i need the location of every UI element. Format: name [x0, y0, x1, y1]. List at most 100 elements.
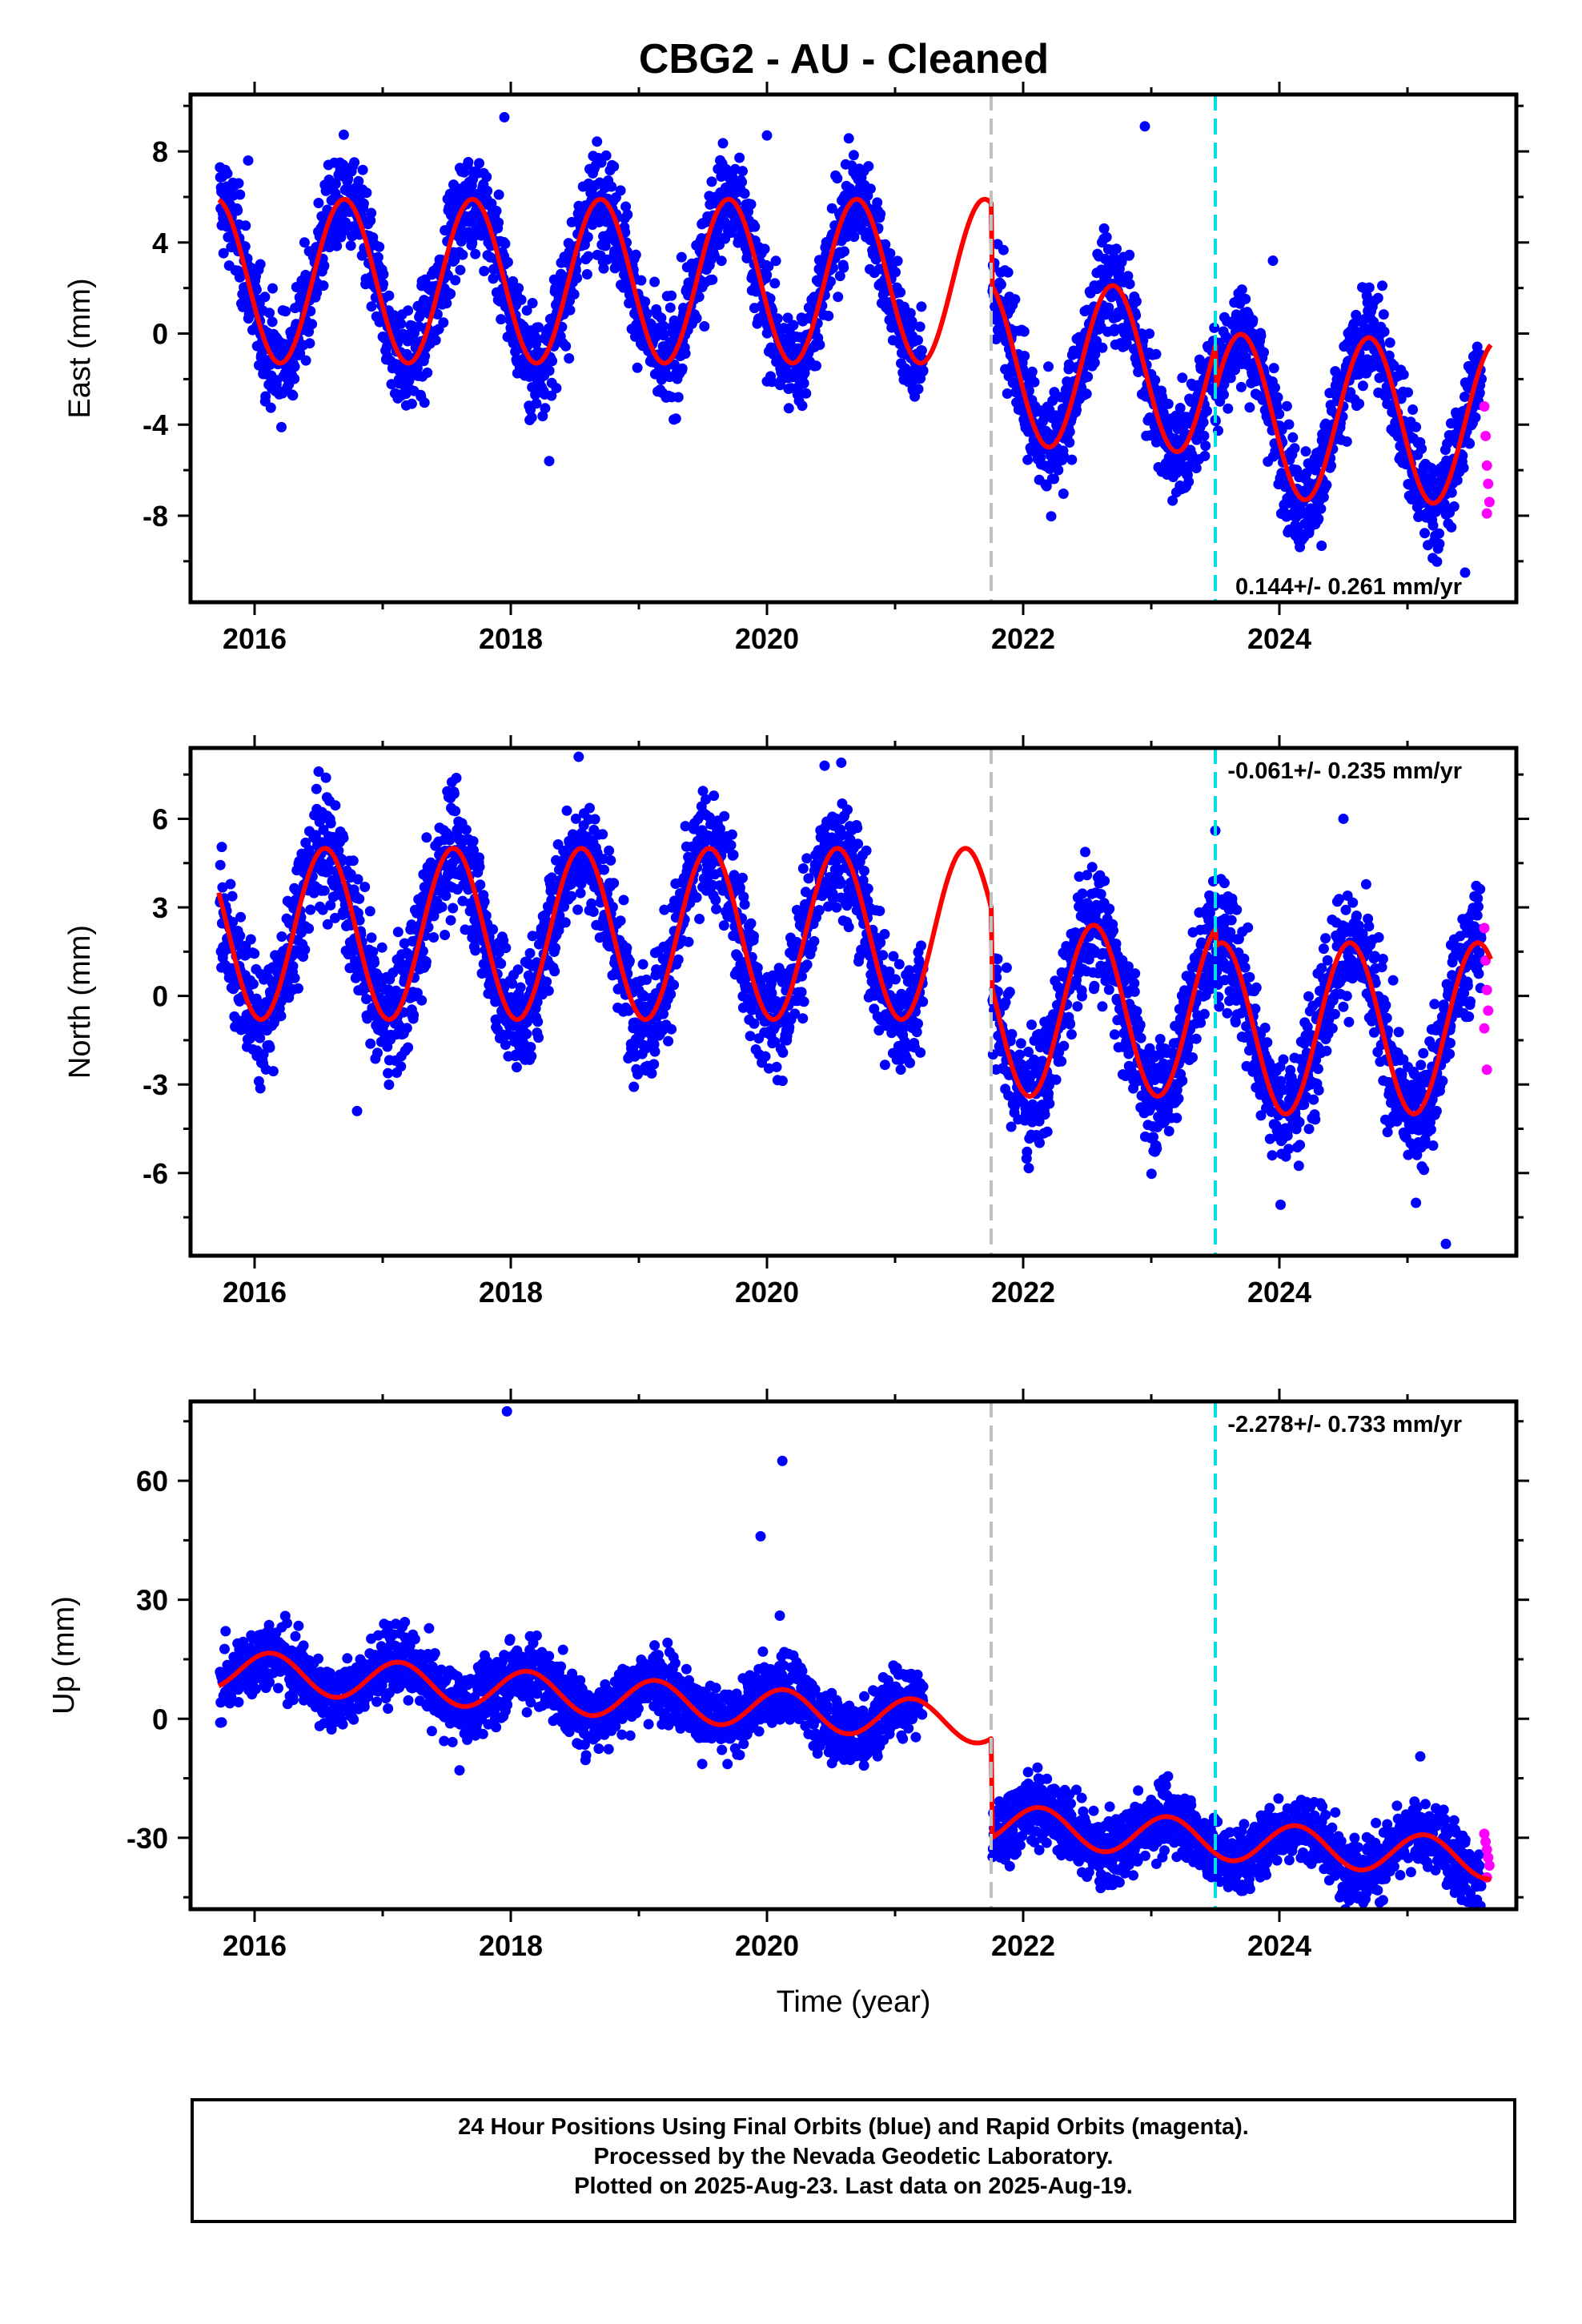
rapid-orbit-point	[1481, 460, 1492, 471]
final-orbit-point	[235, 911, 247, 923]
final-orbit-point	[550, 943, 561, 954]
final-orbit-point	[531, 338, 541, 349]
final-orbit-point	[1474, 388, 1485, 399]
final-orbit-point	[420, 351, 431, 362]
final-orbit-point	[1267, 255, 1279, 267]
y-tick-label: 0	[152, 318, 168, 351]
final-orbit-point	[481, 171, 492, 183]
final-orbit-point	[825, 276, 836, 287]
final-orbit-point	[493, 217, 504, 228]
final-orbit-point	[225, 879, 236, 890]
final-orbit-point	[1174, 403, 1186, 413]
final-orbit-point	[325, 899, 336, 911]
final-orbit-point	[1046, 511, 1057, 522]
final-orbit-point	[430, 335, 441, 346]
final-orbit-point	[885, 248, 896, 259]
final-orbit-point	[521, 1017, 532, 1028]
final-orbit-point	[592, 136, 603, 147]
final-orbit-point	[232, 205, 243, 216]
final-orbit-point	[751, 286, 762, 297]
final-orbit-point	[441, 298, 452, 309]
final-orbit-point	[772, 313, 783, 324]
final-orbit-point	[699, 321, 710, 332]
final-orbit-point	[364, 906, 375, 917]
final-orbit-point	[1320, 418, 1331, 429]
x-tick-label: 2016	[223, 622, 287, 655]
final-orbit-point	[1230, 364, 1240, 376]
final-orbit-point	[474, 861, 485, 872]
final-orbit-point	[1167, 495, 1178, 506]
final-orbit-point	[1199, 450, 1211, 461]
final-orbit-point	[310, 830, 321, 841]
final-orbit-point	[834, 271, 845, 282]
final-orbit-point	[372, 251, 383, 263]
final-orbit-point	[488, 924, 499, 935]
final-orbit-point	[782, 312, 793, 324]
final-orbit-point	[706, 176, 717, 187]
final-orbit-point	[319, 885, 330, 896]
final-orbit-point	[258, 1049, 269, 1059]
final-orbit-point	[267, 1066, 279, 1077]
final-orbit-point	[403, 305, 414, 316]
final-orbit-point	[479, 896, 490, 907]
final-orbit-point	[365, 1038, 376, 1049]
final-orbit-point	[358, 198, 369, 209]
final-orbit-point	[1300, 446, 1311, 457]
final-orbit-point	[287, 390, 299, 401]
final-orbit-point	[599, 864, 609, 875]
final-orbit-point	[417, 946, 428, 957]
final-orbit-point	[333, 845, 344, 856]
final-orbit-point	[1372, 292, 1383, 304]
plot-area	[215, 111, 1495, 578]
rapid-orbit-point	[1483, 478, 1494, 489]
final-orbit-point	[761, 270, 773, 280]
final-orbit-point	[468, 836, 479, 846]
final-orbit-point	[366, 932, 377, 943]
final-orbit-point	[401, 1023, 412, 1034]
final-orbit-point	[725, 839, 737, 850]
final-orbit-point	[1448, 501, 1460, 512]
final-orbit-point	[1464, 438, 1476, 449]
final-orbit-point	[280, 306, 291, 317]
final-orbit-point	[572, 904, 584, 915]
final-orbit-point	[564, 304, 576, 316]
final-orbit-point	[1200, 440, 1211, 452]
final-orbit-point	[1470, 412, 1481, 423]
final-orbit-point	[673, 392, 684, 403]
final-orbit-point	[289, 972, 300, 983]
final-orbit-point	[1053, 464, 1064, 476]
final-orbit-point	[318, 280, 329, 292]
final-orbit-point	[1318, 492, 1329, 503]
final-orbit-point	[1431, 556, 1443, 567]
final-orbit-point	[330, 179, 341, 190]
final-orbit-point	[468, 845, 479, 856]
final-orbit-point	[719, 810, 730, 822]
final-orbit-point	[1022, 454, 1034, 465]
final-orbit-point	[648, 1059, 660, 1070]
final-orbit-point	[895, 287, 906, 298]
rapid-orbit-points	[1479, 400, 1495, 519]
final-orbit-point	[656, 312, 667, 324]
final-orbit-point	[560, 917, 571, 928]
rapid-orbit-point	[1481, 508, 1492, 519]
final-orbit-point	[890, 267, 901, 278]
final-orbit-point	[1058, 489, 1069, 499]
final-orbit-point	[293, 983, 303, 994]
final-orbit-point	[709, 790, 720, 802]
final-orbit-point	[1064, 437, 1075, 448]
final-orbit-point	[604, 845, 615, 856]
final-orbit-point	[544, 456, 555, 467]
final-orbit-point	[1002, 267, 1014, 278]
final-orbit-point	[1407, 404, 1419, 415]
final-orbit-point	[666, 290, 677, 301]
final-orbit-point	[479, 266, 490, 276]
final-orbit-point	[345, 240, 356, 251]
final-orbit-point	[460, 824, 472, 835]
final-orbit-point	[670, 413, 681, 424]
final-orbit-point	[367, 947, 379, 957]
final-orbit-point	[1019, 351, 1030, 361]
final-orbit-point	[1124, 249, 1135, 260]
final-orbit-point	[551, 383, 562, 394]
final-orbit-point	[1272, 392, 1283, 403]
